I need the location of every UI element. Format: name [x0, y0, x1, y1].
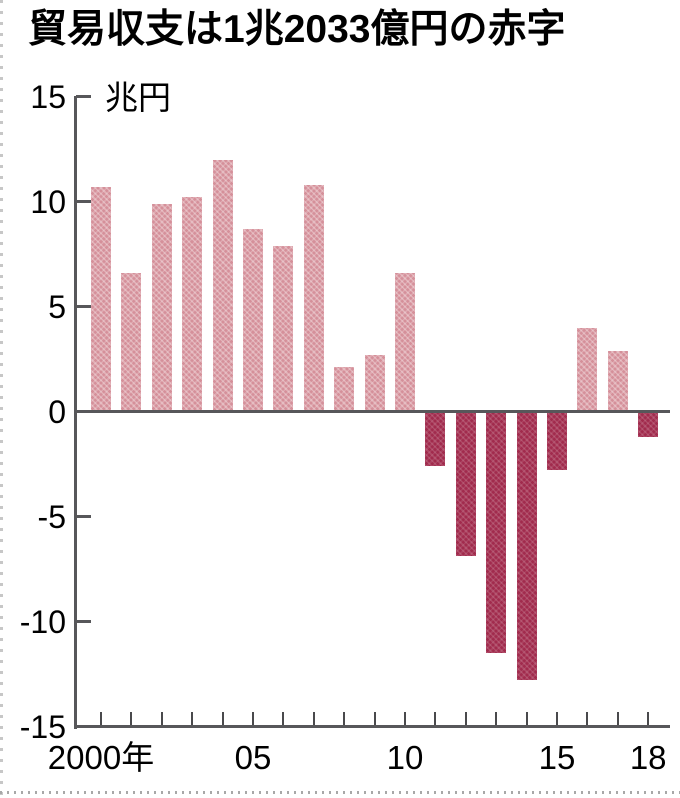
zero-baseline	[76, 410, 670, 413]
bar-2014	[516, 411, 537, 681]
x-tick-label-2018: 18	[629, 739, 667, 776]
bar-2003	[182, 197, 203, 412]
bottom-dotted-border	[0, 791, 680, 794]
bar-2000	[91, 186, 111, 412]
y-tick-5	[76, 305, 91, 308]
y-tick-label-15: 15	[30, 78, 66, 115]
x-tick-2000	[100, 711, 102, 725]
x-tick-2009	[373, 711, 376, 725]
bar-2017	[607, 350, 628, 412]
bar-2004	[212, 159, 233, 412]
bar-2005	[243, 228, 263, 412]
x-tick-label-2000: 2000年	[47, 739, 155, 776]
x-tick-2001	[130, 711, 133, 725]
y-tick-label-5: 5	[48, 288, 66, 325]
x-tick-2016	[586, 711, 589, 725]
x-tick-label-2010: 10	[386, 739, 424, 776]
y-axis-unit-label: 兆円	[105, 79, 171, 116]
chart-title: 貿易収支は1兆2033億円の赤字	[28, 8, 566, 51]
x-tick-2003	[191, 711, 194, 725]
y-tick-label-0: 0	[48, 393, 66, 430]
bar-2011	[425, 411, 446, 467]
x-tick-2011	[434, 711, 437, 725]
bar-2007	[303, 184, 324, 412]
left-dotted-border	[0, 0, 3, 798]
bar-2013	[486, 411, 507, 653]
y-tick-10	[76, 200, 91, 203]
y-axis-line	[74, 95, 77, 729]
x-tick-2012	[464, 711, 467, 725]
x-tick-2013	[495, 711, 498, 725]
x-tick-2007	[312, 711, 315, 725]
y-tick--5	[76, 515, 91, 518]
y-tick-label-10: 10	[30, 183, 66, 220]
x-tick-2005	[252, 711, 254, 725]
bar-2002	[151, 203, 172, 412]
x-tick-2010	[404, 711, 406, 725]
x-tick-2018	[647, 711, 650, 725]
y-tick-label--5: -5	[37, 498, 66, 535]
x-tick-2006	[282, 711, 285, 725]
x-tick-2015	[556, 711, 558, 725]
bar-2009	[364, 354, 385, 412]
y-tick-label--10: -10	[19, 603, 66, 640]
x-tick-2008	[343, 711, 346, 725]
x-tick-2014	[525, 711, 528, 725]
bar-2008	[334, 367, 355, 412]
bar-2001	[121, 272, 142, 412]
x-axis-line	[76, 724, 670, 728]
y-tick-15	[76, 95, 91, 98]
bar-2015	[547, 411, 567, 471]
x-tick-label-2015: 15	[538, 739, 576, 776]
bar-2018	[638, 411, 659, 437]
bar-2010	[395, 272, 415, 412]
x-tick-label-2005: 05	[234, 739, 272, 776]
x-tick-2017	[616, 711, 619, 725]
bar-2016	[577, 327, 598, 412]
bar-2006	[273, 245, 294, 412]
y-tick-label--15: -15	[19, 708, 66, 745]
x-tick-2004	[221, 711, 224, 725]
y-tick--10	[76, 620, 91, 623]
x-tick-2002	[160, 711, 163, 725]
bar-2012	[455, 411, 476, 557]
